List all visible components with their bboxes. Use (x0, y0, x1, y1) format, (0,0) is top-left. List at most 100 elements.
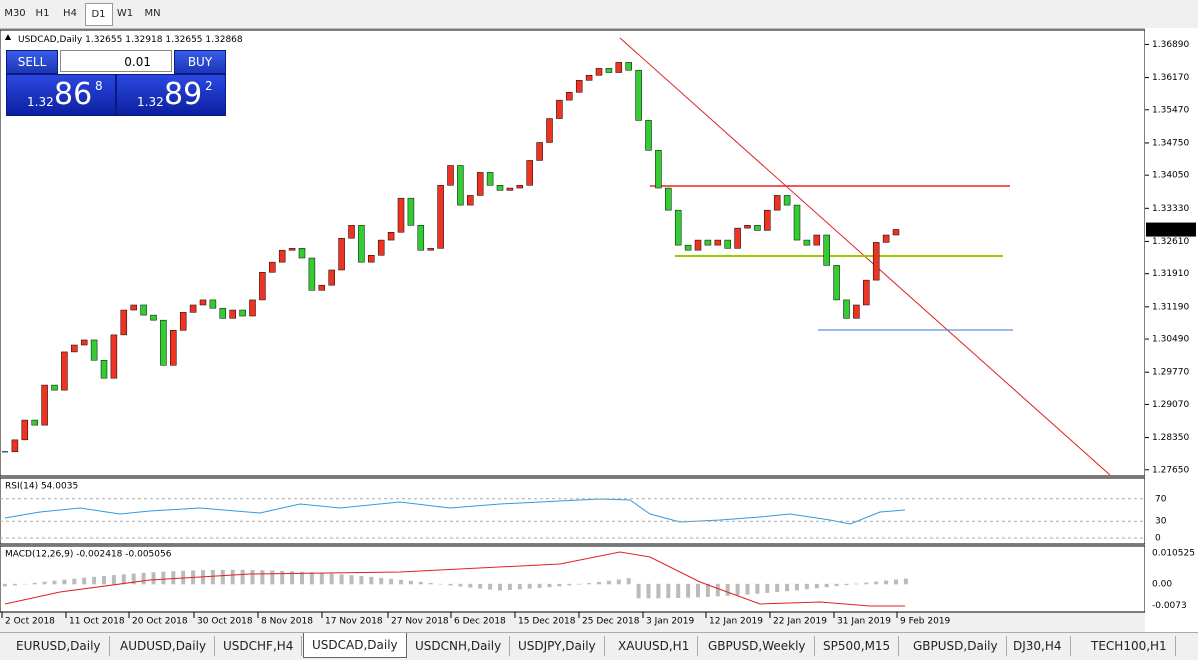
chart-tab[interactable]: USDCNH,Daily (407, 636, 511, 656)
chart-tab[interactable]: GBPUSD,Weekly (700, 636, 815, 656)
macd-bar (874, 581, 879, 585)
date-label: 30 Oct 2018 (197, 617, 253, 627)
bid-point: 8 (95, 79, 103, 93)
macd-bar (557, 583, 562, 587)
macd-bar (102, 575, 106, 585)
candle (348, 225, 355, 239)
chart-window: USDCAD,Daily 1.32655 1.32918 1.32655 1.3… (0, 28, 1198, 632)
candle (298, 248, 306, 259)
candle (397, 197, 405, 233)
sell-button[interactable]: SELL (6, 50, 58, 74)
macd-bar (131, 573, 136, 585)
macd-label: MACD(12,26,9) -0.002418 -0.005056 (5, 550, 172, 560)
y-tick-label: 1.28350 (1152, 433, 1189, 443)
macd-bar (280, 570, 285, 585)
lot-input[interactable]: 0.01 (60, 50, 172, 72)
ask-quote[interactable]: 1.32 89 2 (116, 74, 226, 116)
macd-bar (260, 570, 265, 585)
y-tick-label: 1.30490 (1152, 335, 1189, 345)
chart-tab[interactable]: AUDUSD,Daily (112, 636, 216, 656)
candle (51, 384, 58, 391)
date-label: 31 Jan 2019 (837, 617, 891, 627)
candle (793, 204, 801, 241)
buy-button[interactable]: BUY (174, 50, 226, 74)
bid-big: 1.32 (27, 95, 54, 109)
y-tick-label: 1.29070 (1152, 400, 1189, 410)
macd-bar (22, 583, 27, 585)
ask-point: 2 (205, 79, 213, 93)
candle (199, 299, 207, 306)
candle (189, 304, 197, 313)
chart-tab[interactable]: EURUSD,Daily (8, 636, 110, 656)
chart-tab[interactable]: SP500,M15 (815, 636, 900, 656)
candle (754, 225, 761, 231)
candle (526, 160, 533, 186)
chart-tab[interactable]: DJ30,H4 (1005, 636, 1071, 656)
candle (239, 309, 246, 317)
macd-histogram (3, 569, 908, 599)
candle (566, 92, 573, 101)
rsi-tick-label: 0 (1155, 534, 1161, 544)
chart-tab[interactable]: USDJPY,Daily (510, 636, 605, 656)
rsi-panel (0, 477, 1146, 545)
y-tick-label: 1.32610 (1152, 237, 1189, 247)
candle (773, 195, 781, 211)
bid-quote[interactable]: 1.32 86 8 (6, 74, 116, 116)
timeframe-button[interactable]: H4 (63, 8, 77, 19)
candle (41, 384, 48, 426)
timeframe-button[interactable]: H1 (35, 8, 50, 19)
candle (853, 304, 860, 319)
chart-tab[interactable]: TECH100,H1 (1083, 636, 1176, 656)
macd-bar (448, 583, 453, 586)
candle (80, 339, 88, 346)
macd-bar (250, 570, 255, 585)
macd-bar (646, 583, 651, 599)
macd-bar (656, 583, 661, 599)
candle (714, 239, 722, 246)
macd-bar (725, 583, 730, 596)
candle (486, 172, 494, 186)
candle (764, 209, 771, 231)
date-label: 25 Dec 2018 (582, 617, 640, 627)
candle (674, 209, 682, 246)
macd-bar (616, 579, 621, 585)
collapse-icon (5, 34, 11, 40)
macd-bar (498, 583, 502, 591)
macd-bar (418, 581, 423, 585)
ask-pips: 89 (164, 77, 203, 112)
macd-bar (547, 583, 552, 588)
candle (328, 269, 335, 286)
candle (21, 419, 29, 441)
macd-bar (844, 583, 849, 586)
chart-tab[interactable]: USDCHF,H4 (215, 636, 303, 656)
macd-tick-label: 0.010525 (1152, 548, 1195, 558)
macd-bar (488, 583, 493, 590)
timeframe-button[interactable]: D1 (84, 3, 113, 26)
candle (892, 229, 900, 236)
timeframe-button[interactable]: M30 (4, 8, 26, 19)
candle (506, 187, 514, 191)
candle (160, 319, 167, 366)
timeframe-button[interactable]: W1 (116, 8, 134, 19)
macd-bar (161, 571, 166, 585)
candle (536, 142, 543, 161)
timeframe-button[interactable]: MN (144, 8, 161, 19)
y-tick-label: 1.36890 (1152, 40, 1189, 50)
macd-bar (478, 583, 483, 589)
timeframe-toolbar: M30 H1 H4 D1 W1 MN (0, 0, 1198, 29)
candle (625, 62, 632, 71)
chart-tab[interactable]: GBPUSD,Daily (905, 636, 1007, 656)
macd-bar (785, 583, 790, 592)
macd-bar (52, 580, 57, 585)
macd-bar (567, 583, 572, 586)
candle (368, 255, 375, 263)
candle (61, 351, 68, 391)
candle (11, 439, 19, 453)
candle (496, 185, 504, 191)
chart-tab[interactable]: XAUUSD,H1 (610, 636, 699, 656)
chart-tab[interactable]: USDCAD,Daily (303, 633, 407, 658)
macd-bar (597, 581, 601, 585)
candle (269, 261, 276, 273)
candle (556, 99, 563, 119)
